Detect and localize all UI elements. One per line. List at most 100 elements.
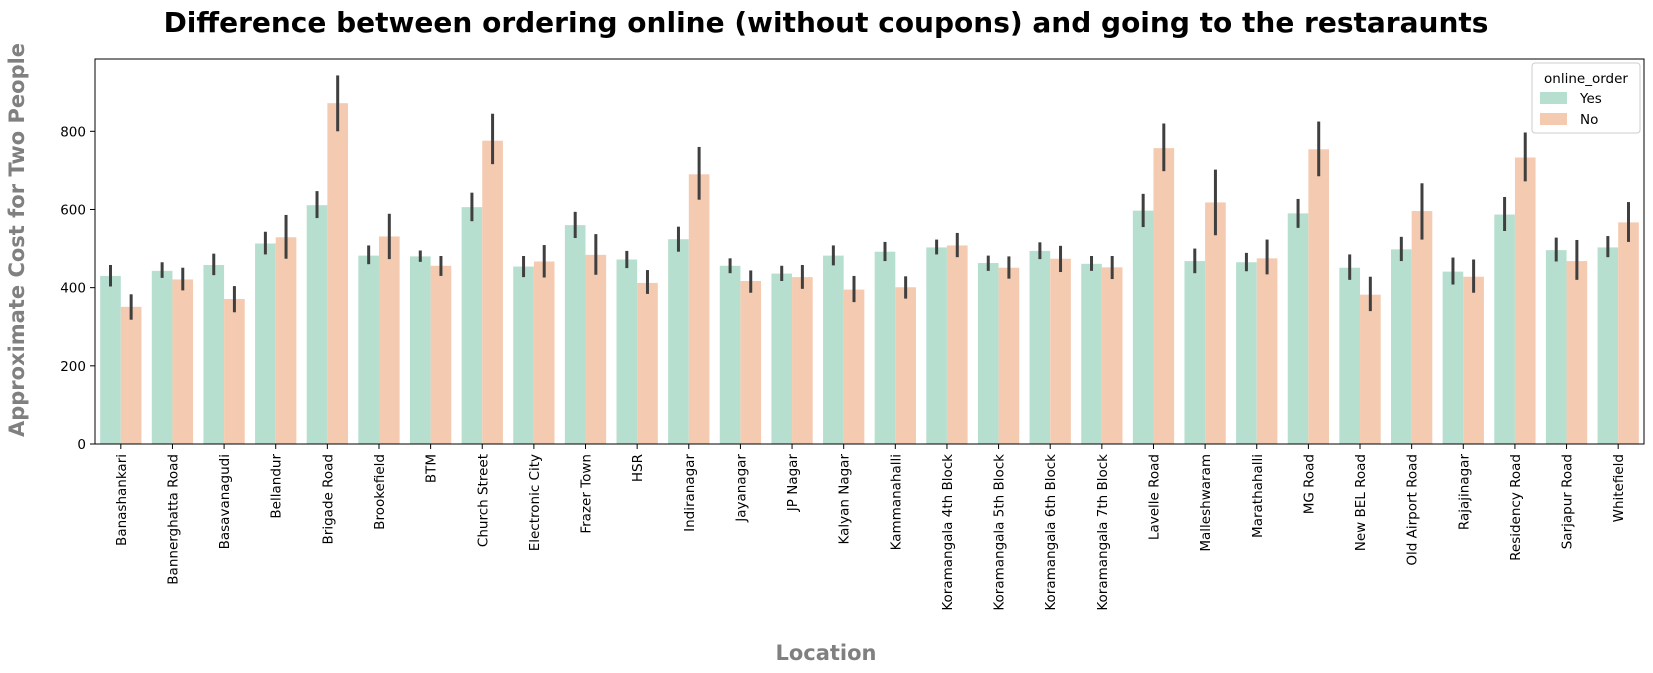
bar-no [895,287,916,444]
x-tick-label: Jayanagar [733,454,749,523]
x-tick-label: BTM [424,454,440,483]
x-tick-label: Koramangala 4th Block [940,454,956,611]
bar-yes [255,243,276,444]
x-tick-label: Church Street [475,454,491,547]
x-tick-label: Sarjapur Road [1560,454,1576,549]
bar-yes [1391,249,1412,444]
x-tick-label: Electronic City [527,454,543,551]
legend-title: online_order [1544,71,1628,87]
bar-no [378,236,400,444]
bar-yes [358,255,379,444]
bar-no [946,245,968,444]
plot-area [100,75,1639,445]
x-tick-label: Basavanagudi [217,454,233,549]
x-tick-label: Old Airport Road [1405,454,1421,566]
y-tick-label: 800 [60,124,86,140]
x-tick-label: Malleshwaram [1198,454,1214,552]
x-tick-label: Lavelle Road [1146,454,1162,540]
bar-no [1514,157,1536,444]
bar-yes [1287,213,1309,444]
bar-yes [461,207,483,444]
bar-no [1411,211,1433,444]
x-tick-label: Brookefield [372,454,388,530]
bar-no [172,279,194,444]
bar-yes [513,266,534,444]
legend-label-no: No [1580,112,1598,128]
legend-label-yes: Yes [1579,91,1602,107]
y-axis-label: Approximate Cost for Two People [5,43,29,437]
bar-yes [1236,262,1257,444]
bar-no [1153,148,1175,444]
bar-yes [1029,250,1051,444]
bar-yes [1132,210,1154,444]
x-tick-label: Banashankari [114,454,130,546]
x-tick-label: Brigade Road [320,454,336,544]
bar-yes [926,247,947,444]
bar-yes [874,251,896,444]
bar-no [120,306,142,444]
x-tick-label: Bannerghatta Road [165,454,181,585]
bar-no [740,281,762,444]
bar-no [430,265,452,444]
bar-no [533,261,555,444]
x-tick-label: Marathahalli [1250,454,1266,538]
bar-no [482,140,503,444]
bar-no [1308,149,1330,445]
x-tick-label: Bellandur [269,454,285,519]
x-axis-label: Location [775,641,876,665]
bar-yes [823,255,844,444]
bar-no [1618,222,1639,444]
x-axis: Banashankari Bannerghatta Road Basavanagud… [114,444,1627,611]
bar-no [224,298,245,444]
bar-yes [1545,250,1567,444]
chart-title: Difference between ordering online (with… [164,6,1489,39]
x-tick-label: Koramangala 5th Block [992,454,1008,611]
bar-yes [771,273,793,444]
bar-no [792,277,813,444]
bar-no [843,289,865,444]
bar-no [688,174,710,445]
bar-yes [1494,214,1515,444]
bar-no [327,103,348,445]
x-tick-label: Kalyan Nagar [837,454,853,545]
x-tick-label: New BEL Road [1353,454,1369,551]
plot-frame [94,58,1645,445]
x-tick-label: JP Nagar [785,454,801,513]
x-tick-label: Kammanahalli [888,454,904,550]
bar-no [1360,294,1381,444]
bar-yes [1081,263,1102,444]
x-tick-label: Frazer Town [579,454,595,534]
bar-yes [409,256,431,444]
bar-yes [719,265,741,444]
bar-yes [668,239,689,444]
y-tick-label: 600 [60,202,86,218]
bar-yes [564,225,586,444]
bar-yes [1442,271,1464,444]
x-tick-label: Residency Road [1508,454,1524,561]
bar-no [1101,267,1123,444]
bar-yes [977,263,999,444]
bar-yes [1339,267,1361,444]
legend: online_order Yes No [1531,62,1641,134]
bar-no [585,254,607,444]
x-tick-label: Whitefield [1611,454,1627,522]
bar-no [275,237,297,444]
x-tick-label: Koramangala 7th Block [1095,454,1111,611]
bar-no [637,282,658,444]
x-tick-label: MG Road [1301,454,1317,514]
y-tick-label: 200 [60,359,86,375]
bar-yes [306,205,328,444]
bar-yes [616,259,638,444]
bar-no [1463,276,1484,444]
bar-no [1256,258,1278,444]
bar-no [1566,261,1588,444]
x-tick-label: HSR [630,454,646,482]
legend-swatch-yes [1540,92,1567,104]
bar-yes [1184,261,1206,444]
bar-no [998,267,1020,444]
bar-yes [100,275,121,444]
bar-yes [1597,247,1619,444]
legend-swatch-no [1540,113,1567,125]
y-tick-label: 400 [60,281,86,297]
